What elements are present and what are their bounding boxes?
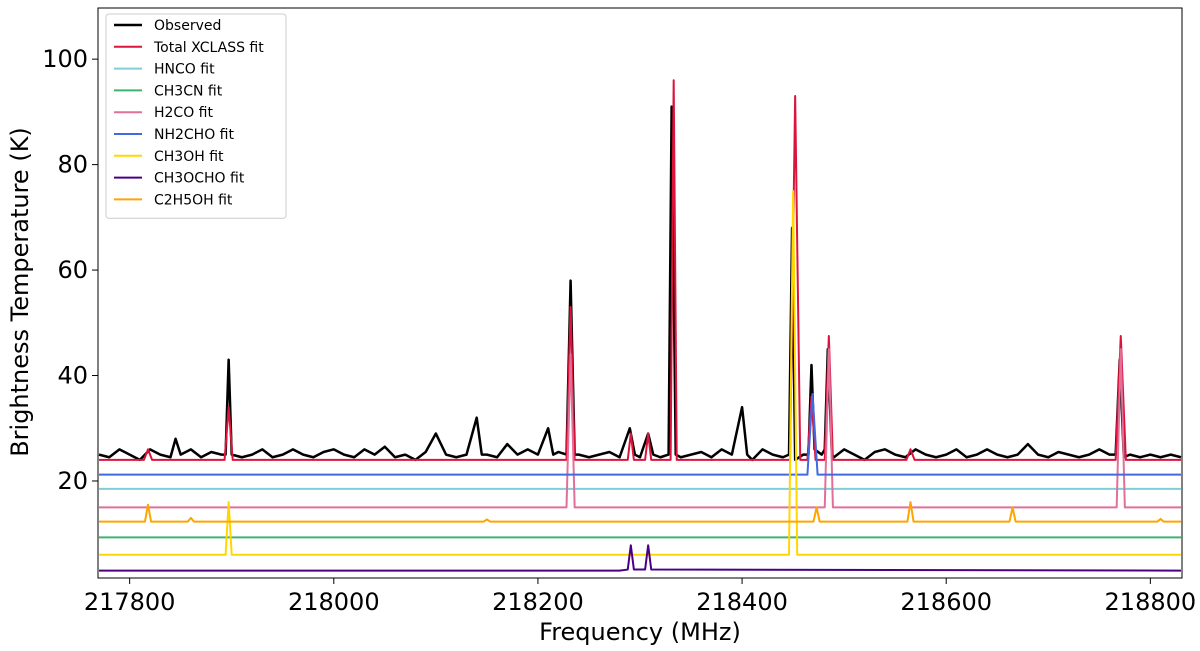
series-line [99,79,1181,461]
legend-label: CH3CN fit [154,83,223,99]
series-line [99,348,1181,509]
y-tick-label: 40 [57,362,88,390]
legend-label: Total XCLASS fit [153,40,264,56]
x-tick-label: 217800 [84,588,176,616]
y-tick-label: 20 [57,467,88,495]
legend-box [105,13,287,219]
y-axis-label: Brightness Temperature (K) [6,127,34,457]
x-tick-label: 218000 [288,588,380,616]
series-line [99,189,1181,556]
series-line [99,392,1181,476]
series-line [98,105,1182,462]
x-tick-label: 218600 [900,588,992,616]
legend-label: H2CO fit [154,105,213,121]
legend-label: CH3OCHO fit [154,171,245,187]
legend-label: NH2CHO fit [154,127,234,143]
x-tick-label: 218200 [492,588,584,616]
y-tick-label: 80 [57,151,88,179]
legend-label: C2H5OH fit [154,192,233,208]
y-tick-label: 60 [57,256,88,284]
x-tick-label: 218400 [696,588,788,616]
legend-label: Observed [154,18,221,34]
plot-frame [97,7,1183,579]
x-tick-label: 218800 [1105,588,1197,616]
legend-label: CH3OH fit [154,149,224,165]
series-line [99,544,1181,572]
x-axis-label: Frequency (MHz) [539,618,741,646]
y-tick-label: 100 [42,45,88,73]
legend-label: HNCO fit [154,62,215,78]
series-line [99,501,1181,523]
